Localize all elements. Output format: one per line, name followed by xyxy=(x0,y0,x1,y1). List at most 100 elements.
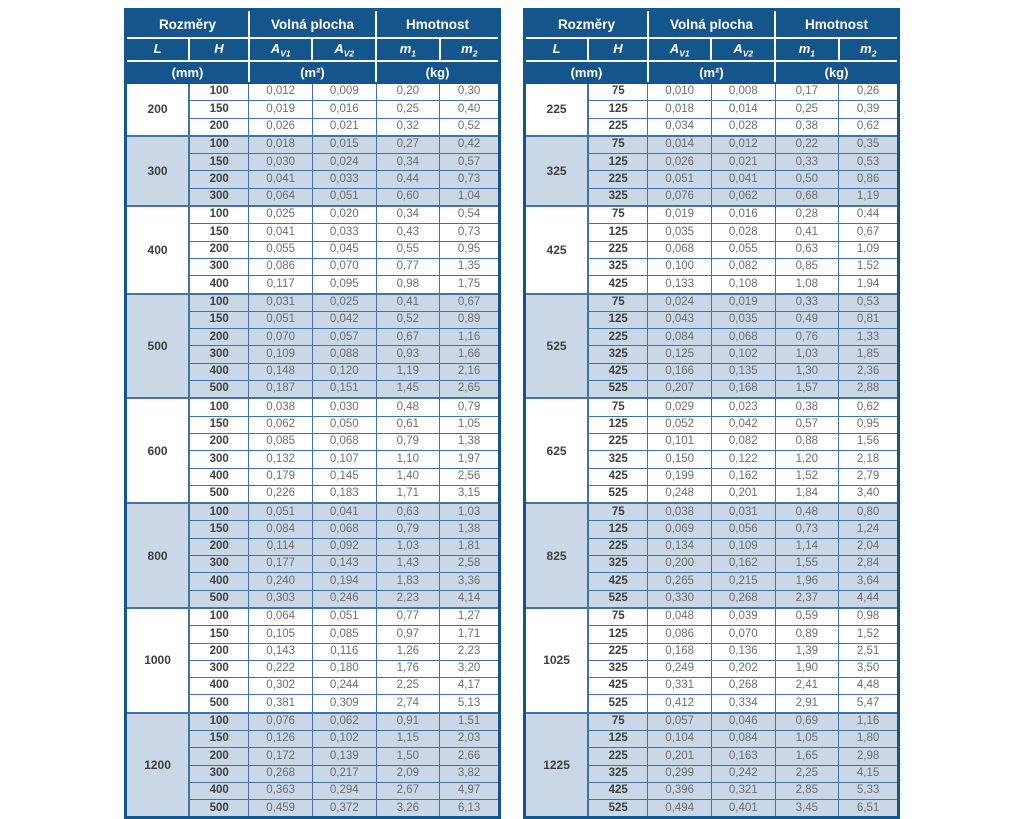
dimension-h-cell: 525 xyxy=(587,799,649,819)
value-cell: 2,79 xyxy=(838,467,899,486)
value-cell: 0,52 xyxy=(439,117,500,137)
value-cell: 1,19 xyxy=(838,187,899,207)
value-cell: 0,148 xyxy=(248,362,313,382)
unit-kg: (kg) xyxy=(375,60,501,84)
value-cell: 5,13 xyxy=(439,694,500,714)
dimension-h-cell: 100 xyxy=(188,134,250,155)
dimension-h-cell: 525 xyxy=(587,484,649,504)
dimension-h-cell: 400 xyxy=(188,467,250,486)
value-cell: 0,199 xyxy=(647,467,712,486)
dimension-h-cell: 125 xyxy=(587,223,649,242)
value-cell: 0,330 xyxy=(647,589,712,609)
table-row: 200 0,143 0,116 1,26 2,23 xyxy=(126,642,500,661)
value-cell: 0,32 xyxy=(375,117,441,137)
value-cell: 0,086 xyxy=(647,625,712,644)
value-cell: 0,035 xyxy=(710,310,776,330)
value-cell: 0,114 xyxy=(248,537,313,557)
dimension-h-cell: 525 xyxy=(587,694,649,714)
table-row: 500 0,226 0,183 1,71 3,15 xyxy=(126,484,500,504)
value-cell: 1,97 xyxy=(439,450,500,469)
dimension-h-cell: 425 xyxy=(587,781,649,801)
value-cell: 0,109 xyxy=(710,537,776,557)
dimension-h-cell: 225 xyxy=(587,328,649,347)
col-symbol-m2: m2 xyxy=(837,37,900,62)
value-cell: 0,207 xyxy=(647,380,712,399)
dimension-h-cell: 325 xyxy=(587,659,649,679)
dimensions-table-left: Rozměry Volná plocha Hmotnost L H AV1 AV… xyxy=(124,8,501,819)
dimension-h-cell: 225 xyxy=(587,537,649,557)
value-cell: 0,179 xyxy=(248,467,313,486)
value-cell: 0,145 xyxy=(311,467,377,486)
dimension-h-cell: 150 xyxy=(188,223,250,242)
dimension-h-cell: 125 xyxy=(587,100,649,119)
table-row: 125 0,052 0,042 0,57 0,95 xyxy=(525,415,899,434)
header-units-row: (mm) (m²) (kg) xyxy=(523,60,900,84)
value-cell: 6,13 xyxy=(439,799,500,819)
dimension-l-cell: 500 xyxy=(125,292,191,399)
value-cell: 0,294 xyxy=(311,781,377,801)
value-cell: 0,010 xyxy=(647,82,712,102)
value-cell: 0,202 xyxy=(710,659,776,679)
table-row: 200 0,055 0,045 0,55 0,95 xyxy=(126,240,500,259)
col-symbol-Av2: AV2 xyxy=(311,37,378,62)
dimension-l-cell: 825 xyxy=(524,502,590,609)
dimension-h-cell: 325 xyxy=(587,187,649,207)
value-cell: 0,240 xyxy=(248,572,313,591)
value-cell: 0,63 xyxy=(774,240,840,259)
value-cell: 0,143 xyxy=(248,642,313,661)
value-cell: 0,015 xyxy=(311,134,377,155)
value-cell: 0,73 xyxy=(774,520,840,539)
dimension-h-cell: 150 xyxy=(188,729,250,749)
col-symbol-Av1: AV1 xyxy=(646,37,713,62)
table-row: 325 0,150 0,122 1,20 2,18 xyxy=(525,450,899,469)
value-cell: 0,59 xyxy=(774,606,840,627)
value-cell: 0,038 xyxy=(248,397,313,417)
table-row: 400 100 0,025 0,020 0,34 0,54 xyxy=(125,205,500,295)
value-cell: 0,249 xyxy=(647,659,712,679)
value-cell: 0,133 xyxy=(647,275,712,295)
value-cell: 0,122 xyxy=(710,450,776,469)
value-cell: 0,085 xyxy=(311,625,377,644)
value-cell: 0,25 xyxy=(774,100,840,119)
value-cell: 2,23 xyxy=(375,589,441,609)
dimension-h-cell: 425 xyxy=(587,362,649,382)
value-cell: 1,81 xyxy=(439,537,500,557)
value-cell: 0,48 xyxy=(375,397,441,417)
value-cell: 0,088 xyxy=(311,345,377,364)
value-cell: 0,070 xyxy=(311,257,377,277)
value-cell: 0,200 xyxy=(647,555,712,574)
dimension-l-cell: 525 xyxy=(524,292,590,399)
value-cell: 0,68 xyxy=(774,187,840,207)
dimension-h-cell: 425 xyxy=(587,467,649,486)
dimension-h-cell: 325 xyxy=(587,345,649,364)
value-cell: 2,37 xyxy=(774,589,840,609)
value-cell: 0,168 xyxy=(710,380,776,399)
dimension-h-cell: 425 xyxy=(587,275,649,295)
value-cell: 0,246 xyxy=(311,589,377,609)
value-cell: 0,136 xyxy=(710,642,776,661)
value-cell: 0,102 xyxy=(710,345,776,364)
table-row: 150 0,126 0,102 1,15 2,03 xyxy=(126,729,500,749)
dimension-h-cell: 500 xyxy=(188,799,250,819)
value-cell: 0,019 xyxy=(248,100,313,119)
value-cell: 0,44 xyxy=(375,170,441,189)
dimension-h-cell: 325 xyxy=(587,257,649,277)
value-cell: 0,35 xyxy=(838,134,899,155)
dimension-l-cell: 625 xyxy=(524,397,590,504)
value-cell: 0,008 xyxy=(710,82,776,102)
dimension-h-cell: 200 xyxy=(188,537,250,557)
value-cell: 1,03 xyxy=(375,537,441,557)
value-cell: 0,069 xyxy=(647,520,712,539)
value-cell: 2,16 xyxy=(439,362,500,382)
value-cell: 0,459 xyxy=(248,799,313,819)
unit-m2: (m²) xyxy=(646,60,777,84)
value-cell: 0,201 xyxy=(710,484,776,504)
table-row: 1000 100 0,064 0,051 0,77 1,27 xyxy=(125,606,500,714)
value-cell: 0,248 xyxy=(647,484,712,504)
header-group-row: Rozměry Volná plocha Hmotnost xyxy=(523,8,900,39)
col-symbol-Av1: AV1 xyxy=(247,37,314,62)
dimension-h-cell: 500 xyxy=(188,589,250,609)
value-cell: 0,092 xyxy=(311,537,377,557)
value-cell: 0,62 xyxy=(838,117,899,137)
table-row: 525 0,330 0,268 2,37 4,44 xyxy=(525,589,899,609)
